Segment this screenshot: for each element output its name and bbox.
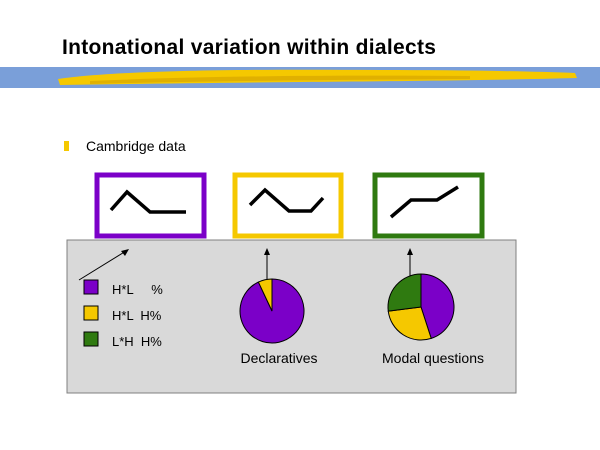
- pie-caption-declaratives: Declaratives: [240, 350, 318, 366]
- arrow-head-declaratives: [264, 248, 270, 255]
- contour-box-fall-rise: [232, 172, 344, 239]
- legend-swatch-2: [83, 331, 99, 347]
- contour-box-rise: [372, 172, 485, 239]
- bullet-marker: [64, 141, 69, 151]
- arrow-line-legend: [78, 250, 127, 281]
- pie-1-slice-1: [387, 306, 432, 341]
- pie-0-slice-1: [257, 278, 273, 312]
- brush-stroke: [58, 69, 577, 85]
- bullet-text: Cambridge data: [86, 138, 186, 154]
- arrow-head-legend: [121, 249, 129, 256]
- legend-swatch-0: [83, 279, 99, 295]
- pie-1-slice-0: [420, 273, 455, 340]
- slide-title: Intonational variation within dialects: [62, 36, 437, 59]
- legend-label-2: L*H H%: [112, 334, 162, 349]
- contour-line-rise: [389, 185, 459, 219]
- legend-label-0: H*L %: [112, 282, 163, 297]
- legend-swatch-1: [83, 305, 99, 321]
- contour-line-fall-rise: [248, 187, 325, 213]
- legend-label-1: H*L H%: [112, 308, 162, 323]
- pie-1-slice-2: [387, 273, 422, 312]
- pie-caption-modal-questions: Modal questions: [382, 350, 484, 366]
- contour-line-fall: [109, 189, 186, 214]
- arrow-head-modal: [407, 248, 413, 255]
